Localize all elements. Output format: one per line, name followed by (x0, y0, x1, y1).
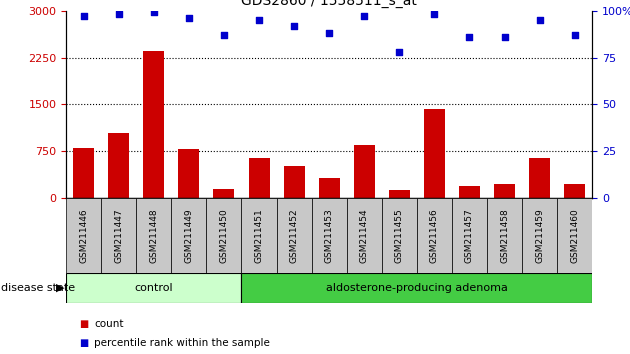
Point (289, 23, 299, 28)
Text: GSM211459: GSM211459 (535, 208, 544, 263)
Bar (452, 198, 487, 273)
Bar (346, 198, 382, 273)
Text: GSM211456: GSM211456 (430, 208, 439, 263)
Bar (284, 166, 305, 198)
Point (324, 30, 334, 36)
Text: percentile rank within the sample: percentile rank within the sample (94, 338, 270, 348)
Bar (417, 198, 452, 273)
Bar (424, 109, 445, 198)
Bar (178, 149, 200, 198)
Point (254, 17, 264, 23)
Text: GSM211448: GSM211448 (149, 208, 158, 263)
Bar (312, 198, 347, 273)
Text: GSM211455: GSM211455 (395, 208, 404, 263)
Bar (136, 198, 171, 273)
Point (79, 13, 89, 19)
Bar (494, 184, 515, 198)
Point (570, 32, 580, 38)
Bar (214, 189, 234, 198)
Bar (389, 190, 410, 198)
Text: GSM211449: GSM211449 (185, 208, 193, 263)
Bar (171, 198, 207, 273)
Bar (529, 158, 550, 198)
Point (429, 12, 439, 17)
Point (534, 17, 544, 23)
Point (149, 10, 159, 15)
Bar (143, 51, 164, 198)
Point (113, 12, 123, 17)
Text: ▶: ▶ (55, 283, 64, 293)
Title: GDS2860 / 1558511_s_at: GDS2860 / 1558511_s_at (241, 0, 417, 8)
Text: GSM211447: GSM211447 (114, 208, 123, 263)
Bar (241, 273, 592, 303)
Text: ■: ■ (79, 338, 88, 348)
Text: GSM211460: GSM211460 (570, 208, 579, 263)
Point (464, 34, 474, 40)
Text: disease state: disease state (1, 283, 75, 293)
Text: GSM211450: GSM211450 (219, 208, 229, 263)
Text: GSM211453: GSM211453 (324, 208, 334, 263)
Point (219, 32, 229, 38)
Bar (459, 186, 480, 198)
Text: GSM211454: GSM211454 (360, 208, 369, 263)
Point (184, 15, 194, 21)
Text: control: control (135, 282, 173, 293)
Bar (277, 198, 312, 273)
Text: GSM211451: GSM211451 (255, 208, 263, 263)
Point (500, 34, 510, 40)
Point (359, 13, 369, 19)
Text: count: count (94, 319, 124, 329)
Bar (66, 198, 101, 273)
Bar (353, 145, 375, 198)
Bar (108, 133, 129, 198)
Bar (207, 198, 241, 273)
Bar (73, 148, 94, 198)
Text: ■: ■ (79, 319, 88, 329)
Text: GSM211452: GSM211452 (290, 208, 299, 263)
Text: aldosterone-producing adenoma: aldosterone-producing adenoma (326, 282, 508, 293)
Bar (487, 198, 522, 273)
Bar (66, 273, 241, 303)
Bar (564, 184, 585, 198)
Bar (382, 198, 417, 273)
Bar (557, 198, 592, 273)
Bar (241, 198, 277, 273)
Point (394, 49, 404, 55)
Bar (101, 198, 136, 273)
Bar (248, 158, 270, 198)
Text: GSM211446: GSM211446 (79, 208, 88, 263)
Bar (522, 198, 557, 273)
Bar (319, 178, 340, 198)
Text: GSM211457: GSM211457 (465, 208, 474, 263)
Text: GSM211458: GSM211458 (500, 208, 509, 263)
